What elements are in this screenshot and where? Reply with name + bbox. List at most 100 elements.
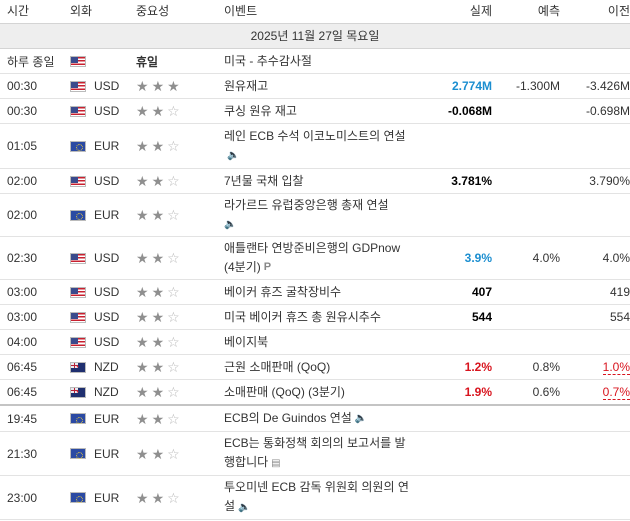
table-row[interactable]: 02:30 USD ★ ★ ☆ 애틀랜타 연방준비은행의 GDPnow (4분기) P… xyxy=(0,237,630,280)
us-flag-icon xyxy=(70,80,86,92)
importance-stars: ★ ★ ☆ xyxy=(136,251,224,265)
table-row[interactable]: 19:45 EUR ★ ★ ☆ ECB의 De Guindos 연설 🔈 xyxy=(0,406,630,432)
table-row[interactable]: 00:30 USD ★ ★ ★ 원유재고 2.774M -1.300M -3.426… xyxy=(0,74,630,99)
table-row[interactable]: 03:00 USD ★ ★ ☆ 베이커 휴즈 굴착장비수 407 419 xyxy=(0,280,630,305)
star-filled-icon: ★ xyxy=(136,173,149,189)
importance-stars: ★ ★ ☆ xyxy=(136,139,224,153)
star-filled-icon: ★ xyxy=(136,384,149,400)
table-row[interactable]: 01:05 EUR ★ ★ ☆ 레인 ECB 수석 이코노미스트의 연설🔈 xyxy=(0,124,630,169)
preliminary-icon: P xyxy=(263,261,272,274)
event-time: 00:30 xyxy=(7,79,38,93)
event-name[interactable]: 7년물 국채 입찰 xyxy=(224,173,304,188)
event-time: 06:45 xyxy=(7,385,38,399)
table-row[interactable]: 00:30 USD ★ ★ ☆ 쿠싱 원유 재고 -0.068M -0.698M xyxy=(0,99,630,124)
table-header: 시간 외화 중요성 이벤트 실제 예측 이전 xyxy=(0,0,630,24)
star-filled-icon: ★ xyxy=(151,445,165,462)
star-filled-icon: ★ xyxy=(151,250,165,266)
header-importance[interactable]: 중요성 xyxy=(136,4,170,18)
star-filled-icon: ★ xyxy=(136,334,149,350)
event-time: 00:30 xyxy=(7,104,38,118)
star-empty-icon: ☆ xyxy=(167,173,180,189)
event-name[interactable]: 소매판매 (QoQ) (3분기) xyxy=(224,384,345,399)
table-row[interactable]: 03:00 USD ★ ★ ☆ 미국 베이커 휴즈 총 원유시추수 544 554 xyxy=(0,305,630,330)
table-row[interactable]: 23:00 EUR ★ ★ ☆ 투오미넨 ECB 감독 위원회 의원의 연설 🔈 xyxy=(0,476,630,520)
table-row[interactable]: 21:30 EUR ★ ★ ☆ ECB는 통화정책 회의의 보고서를 발행합니다 ▤ xyxy=(0,432,630,476)
event-name[interactable]: 투오미넨 ECB 감독 위원회 의원의 연설 xyxy=(224,480,409,514)
header-currency[interactable]: 외화 xyxy=(70,4,93,18)
event-name[interactable]: 근원 소매판매 (QoQ) xyxy=(224,359,331,374)
table-row[interactable]: 06:45 NZD ★★☆ 근원 소매판매 (QoQ) 1.2% 0.8% 1.… xyxy=(0,355,630,380)
event-name[interactable]: 미국 베이커 휴즈 총 원유시추수 xyxy=(224,309,381,324)
star-empty-icon: ☆ xyxy=(167,284,180,300)
importance-stars: ★ ★ ★ xyxy=(136,79,224,93)
currency-code: EUR xyxy=(94,208,120,222)
event-name[interactable]: 베이지북 xyxy=(224,334,269,349)
event-name[interactable]: 미국 - 추수감사절 xyxy=(224,53,312,68)
us-flag-icon xyxy=(70,105,86,117)
importance-stars: ★ ★ ☆ xyxy=(136,447,224,461)
event-time: 02:00 xyxy=(7,174,38,188)
table-row[interactable]: 02:00 USD ★ ★ ☆ 7년물 국채 입찰 3.781% 3.790% xyxy=(0,169,630,194)
us-flag-icon xyxy=(70,252,86,264)
table-row[interactable]: 02:00 EUR ★ ★ ☆ 라가르드 유럽중앙은행 총재 연설 🔈 xyxy=(0,194,630,237)
header-previous[interactable]: 이전 xyxy=(607,4,630,18)
star-filled-icon: ★ xyxy=(136,78,149,94)
event-name[interactable]: 애틀랜타 연방준비은행의 GDPnow (4분기) xyxy=(224,240,401,274)
previous-value: 4.0% xyxy=(602,251,630,265)
importance-stars: ★ ★ ☆ xyxy=(136,412,224,426)
star-filled-icon: ★ xyxy=(136,138,149,154)
currency-code: EUR xyxy=(94,411,120,426)
star-filled-icon: ★ xyxy=(136,250,149,266)
star-empty-icon: ☆ xyxy=(167,309,180,325)
speaker-icon: 🔈 xyxy=(238,501,251,513)
event-name[interactable]: ECB는 통화정책 회의의 보고서를 발행합니다 xyxy=(224,436,406,470)
header-actual[interactable]: 실제 xyxy=(469,4,492,18)
previous-value-revised[interactable]: 0.7% xyxy=(602,385,630,400)
event-time: 23:00 xyxy=(7,490,38,505)
event-name[interactable]: 베이커 휴즈 굴착장비수 xyxy=(224,284,342,299)
event-time: 01:05 xyxy=(7,139,38,153)
previous-value-revised[interactable]: 1.0% xyxy=(602,360,630,375)
header-event[interactable]: 이벤트 xyxy=(224,4,258,18)
previous-value: 419 xyxy=(609,285,630,299)
star-empty-icon: ☆ xyxy=(167,250,180,266)
star-filled-icon: ★ xyxy=(151,410,165,427)
previous-value: -3.426M xyxy=(585,79,630,93)
star-filled-icon: ★ xyxy=(151,207,165,223)
previous-value: -0.698M xyxy=(585,104,630,118)
importance-stars: ★ ★ ☆ xyxy=(136,208,224,222)
star-filled-icon: ★ xyxy=(151,309,165,325)
us-flag-icon xyxy=(70,336,86,348)
actual-value: 1.9% xyxy=(464,385,492,399)
table-row[interactable]: 하루 종일 휴일 미국 - 추수감사절 xyxy=(0,49,630,74)
holiday-label: 휴일 xyxy=(136,54,159,69)
us-flag-icon xyxy=(70,311,86,323)
importance-stars: ★ ★ ☆ xyxy=(136,385,224,399)
event-name[interactable]: 원유재고 xyxy=(224,78,269,93)
table-row[interactable]: 04:00 USD ★ ★ ☆ 베이지북 xyxy=(0,330,630,355)
importance-stars: ★ ★ ☆ xyxy=(136,174,224,188)
event-time: 03:00 xyxy=(7,285,38,299)
header-forecast[interactable]: 예측 xyxy=(537,4,560,18)
speaker-icon: 🔈 xyxy=(227,150,240,162)
eu-flag-icon xyxy=(70,140,86,152)
star-empty-icon: ☆ xyxy=(167,103,180,119)
header-time[interactable]: 시간 xyxy=(7,4,30,18)
event-name[interactable]: ECB의 De Guindos 연설 xyxy=(224,410,352,425)
event-name[interactable]: 레인 ECB 수석 이코노미스트의 연설 xyxy=(224,128,406,143)
event-name[interactable]: 라가르드 유럽중앙은행 총재 연설 xyxy=(224,197,389,212)
table-row[interactable]: 06:45 NZD ★★☆ 소매판매 (QoQ) (3분기) 1.9% 0.6%… xyxy=(0,380,630,406)
forecast-value: 0.6% xyxy=(532,385,560,399)
star-filled-icon: ★ xyxy=(136,445,149,462)
document-icon: ▤ xyxy=(271,457,281,469)
star-filled-icon: ★ xyxy=(136,284,149,300)
currency-code: USD xyxy=(94,79,120,93)
nz-flag-icon xyxy=(70,361,86,373)
star-empty-icon: ☆ xyxy=(167,334,180,350)
forecast-value: -1.300M xyxy=(515,79,560,93)
forecast-value: 0.8% xyxy=(532,360,560,374)
event-name[interactable]: 쿠싱 원유 재고 xyxy=(224,103,297,118)
importance-stars: ★ ★ ☆ xyxy=(136,310,224,324)
currency-code: USD xyxy=(94,251,120,265)
currency-code: USD xyxy=(94,285,120,299)
